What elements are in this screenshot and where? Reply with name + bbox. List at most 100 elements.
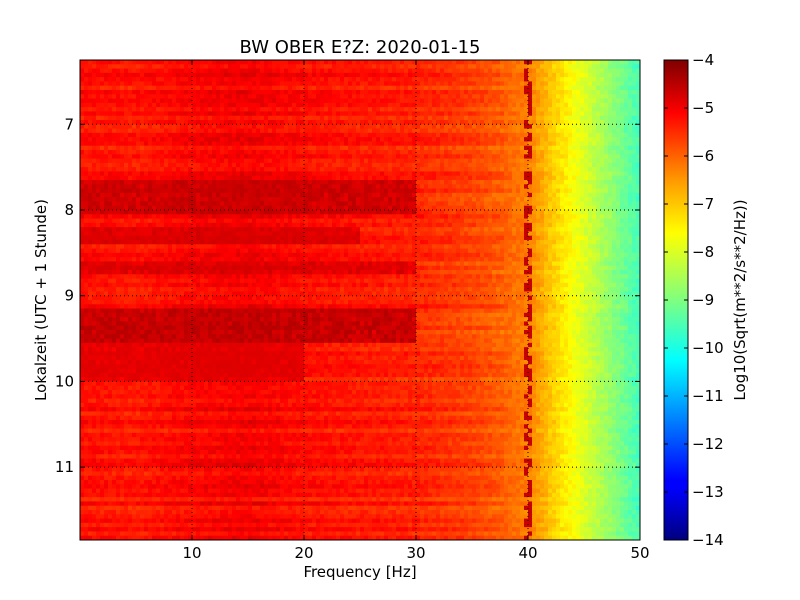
heatmap-cell	[516, 102, 521, 108]
heatmap-cell	[144, 115, 149, 121]
heatmap-cell	[128, 158, 133, 164]
heatmap-cell	[304, 158, 309, 164]
heatmap-cell	[436, 158, 441, 164]
heatmap-cell	[312, 102, 317, 108]
heatmap-cell	[616, 192, 621, 198]
heatmap-cell	[572, 141, 577, 147]
heatmap-cell	[268, 158, 273, 164]
heatmap-cell	[152, 188, 157, 194]
heatmap-cell	[284, 158, 289, 164]
heatmap-cell	[160, 81, 165, 87]
heatmap-cell	[240, 192, 245, 198]
heatmap-cell	[200, 111, 205, 117]
heatmap-cell	[300, 162, 305, 168]
heatmap-cell	[524, 124, 529, 130]
heatmap-cell	[388, 72, 393, 78]
heatmap-cell	[404, 107, 409, 113]
heatmap-cell	[168, 210, 173, 215]
heatmap-cell	[284, 120, 289, 125]
heatmap-cell	[452, 145, 457, 151]
heatmap-cell	[584, 128, 589, 134]
heatmap-cell	[260, 180, 265, 185]
heatmap-cell	[564, 115, 569, 121]
heatmap-cell	[368, 201, 373, 207]
heatmap-cell	[412, 180, 417, 185]
heatmap-cell	[512, 158, 517, 164]
heatmap-cell	[216, 197, 221, 203]
heatmap-cell	[96, 81, 101, 87]
heatmap-cell	[332, 107, 337, 113]
heatmap-cell	[500, 171, 505, 177]
heatmap-cell	[164, 137, 169, 143]
heatmap-cell	[584, 150, 589, 155]
heatmap-cell	[568, 128, 573, 134]
heatmap-cell	[428, 115, 433, 121]
heatmap-cell	[120, 94, 125, 100]
heatmap-cell	[244, 94, 249, 100]
heatmap-cell	[632, 77, 637, 83]
heatmap-cell	[604, 98, 609, 104]
heatmap-cell	[276, 162, 281, 168]
heatmap-cell	[444, 124, 449, 130]
heatmap-cell	[188, 68, 193, 74]
heatmap-cell	[116, 192, 121, 198]
heatmap-cell	[300, 124, 305, 130]
heatmap-cell	[100, 167, 105, 173]
heatmap-cell	[624, 145, 629, 151]
heatmap-cell	[148, 60, 153, 65]
heatmap-cell	[176, 150, 181, 155]
heatmap-cell	[468, 188, 473, 194]
heatmap-cell	[168, 132, 173, 138]
heatmap-cell	[536, 111, 541, 117]
heatmap-cell	[528, 141, 533, 147]
heatmap-cell	[368, 210, 373, 215]
heatmap-cell	[312, 124, 317, 130]
heatmap-cell	[280, 210, 285, 215]
heatmap-cell	[568, 124, 573, 130]
heatmap-cell	[632, 128, 637, 134]
heatmap-cell	[596, 111, 601, 117]
heatmap-cell	[392, 175, 397, 181]
heatmap-cell	[592, 68, 597, 74]
heatmap-cell	[368, 188, 373, 194]
heatmap-cell	[408, 171, 413, 177]
heatmap-cell	[260, 90, 265, 95]
heatmap-cell	[416, 180, 421, 185]
heatmap-cell	[428, 184, 433, 190]
heatmap-cell	[216, 150, 221, 155]
heatmap-cell	[472, 150, 477, 155]
heatmap-cell	[244, 145, 249, 151]
heatmap-cell	[228, 145, 233, 151]
heatmap-cell	[412, 162, 417, 168]
heatmap-cell	[100, 120, 105, 125]
heatmap-cell	[128, 111, 133, 117]
heatmap-cell	[436, 137, 441, 143]
heatmap-cell	[160, 154, 165, 160]
heatmap-cell	[212, 141, 217, 147]
heatmap-cell	[84, 68, 89, 74]
heatmap-cell	[496, 98, 501, 104]
heatmap-cell	[208, 102, 213, 108]
heatmap-cell	[376, 167, 381, 173]
heatmap-cell	[164, 94, 169, 100]
heatmap-cell	[512, 192, 517, 198]
heatmap-cell	[528, 111, 533, 117]
heatmap-cell	[216, 175, 221, 181]
heatmap-cell	[536, 98, 541, 104]
heatmap-cell	[456, 90, 461, 95]
heatmap-cell	[152, 77, 157, 83]
heatmap-cell	[452, 98, 457, 104]
heatmap-cell	[508, 205, 513, 211]
heatmap-cell	[332, 94, 337, 100]
heatmap-cell	[136, 102, 141, 108]
heatmap-cell	[412, 98, 417, 104]
heatmap-cell	[80, 115, 85, 121]
heatmap-cell	[352, 188, 357, 194]
heatmap-cell	[140, 180, 145, 185]
heatmap-cell	[164, 197, 169, 203]
heatmap-cell	[404, 77, 409, 83]
heatmap-cell	[576, 167, 581, 173]
heatmap-cell	[528, 64, 533, 70]
heatmap-cell	[204, 137, 209, 143]
heatmap-cell	[564, 192, 569, 198]
